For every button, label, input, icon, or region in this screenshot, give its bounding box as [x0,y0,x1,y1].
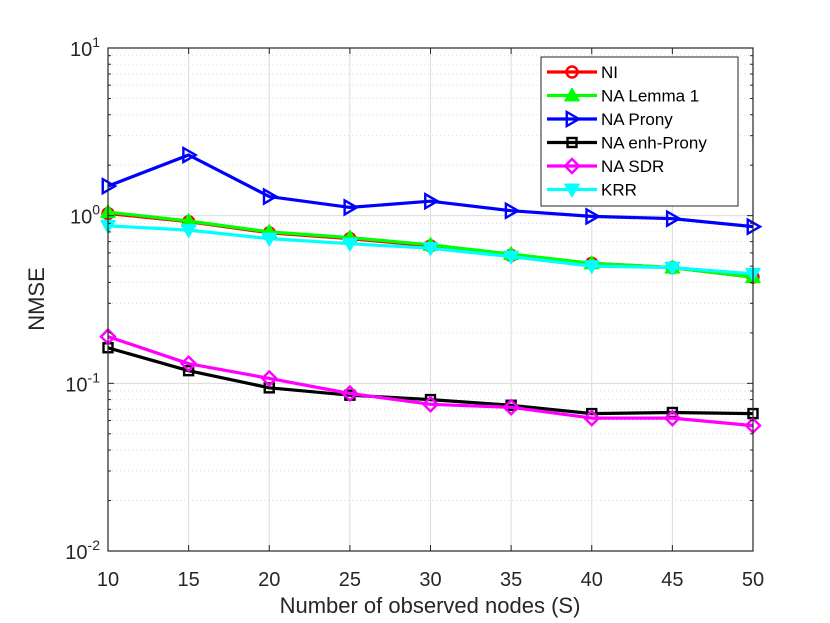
series-krr [100,219,761,282]
x-axis-label: Number of observed nodes (S) [280,593,581,618]
legend-swatch-marker [565,65,579,79]
x-tick-label: 30 [419,569,441,591]
legend-label: NA Prony [601,110,673,129]
legend-item-na-sdr: NA SDR [547,157,664,176]
y-tick-label: 100 [70,202,100,229]
legend-swatch-marker [565,109,582,129]
data-point-na-enh-prony [182,364,195,377]
x-tick-label: 25 [339,569,361,591]
data-point-na-sdr [421,395,440,413]
x-tick-label: 10 [97,569,119,591]
data-point-krr [664,261,681,276]
legend-label: NI [601,63,618,82]
axis-ticks: 10 15 20 25 30 35 40 45 50 101 100 10-1 10-2 [65,34,764,591]
legend-swatch-marker [564,87,580,102]
data-point-krr [584,260,600,274]
legend-swatch-marker [563,157,581,175]
x-tick-label: 50 [742,569,764,591]
data-point-na-sdr [502,398,520,416]
data-point-na-enh-prony [263,382,275,394]
legend: NI NA Lemma 1 NA Prony NA enh-Prony NA SDR KR… [540,56,739,207]
series-line-na-prony [107,153,754,229]
legend-box [540,56,739,207]
data-point-na-sdr [260,369,278,388]
legend-label: KRR [601,181,637,200]
data-point-na-sdr [583,409,601,427]
x-tick-label: 15 [178,569,200,591]
legend-item-na-prony: NA Prony [547,109,673,129]
data-point-na-prony [665,209,682,228]
x-tick-label: 20 [258,569,280,591]
data-point-krr [180,224,197,238]
series-line-na-enh-prony [107,346,754,416]
legend-item-ni: NI [547,63,618,82]
data-point-na-prony [262,187,279,206]
legend-label: NA enh-Prony [601,134,707,153]
legend-label: NA SDR [601,157,664,176]
data-point-na-prony [343,198,360,217]
legend-swatch-marker [566,136,578,149]
legend-swatch-marker [564,183,580,198]
data-point-na-prony [504,201,521,220]
y-tick-label: 10-2 [65,537,100,564]
data-point-na-sdr [663,409,682,427]
data-point-krr [422,242,439,256]
legend-item-na-enh-prony: NA enh-Prony [547,134,707,153]
legend-item-krr: KRR [547,181,637,200]
series-line-na-sdr [107,335,754,428]
y-axis-label: NMSE [24,267,49,331]
legend-label: NA Lemma 1 [601,87,699,106]
data-point-na-prony [585,207,602,226]
data-point-na-prony [101,177,118,196]
data-point-krr [503,250,519,265]
data-point-na-prony [424,192,440,211]
data-point-na-sdr [179,354,198,373]
data-point-na-sdr [341,384,359,403]
x-tick-label: 40 [581,569,603,591]
legend-item-na-lemma-1: NA Lemma 1 [547,87,699,106]
data-point-krr [342,237,358,252]
y-tick-label: 10-1 [65,369,100,396]
x-tick-label: 35 [500,569,522,591]
y-tick-label: 101 [70,34,100,61]
x-tick-label: 45 [661,569,683,591]
data-point-na-prony [182,145,199,165]
data-point-na-prony [746,217,763,236]
series-na-prony [101,145,763,236]
data-point-krr [261,232,277,247]
